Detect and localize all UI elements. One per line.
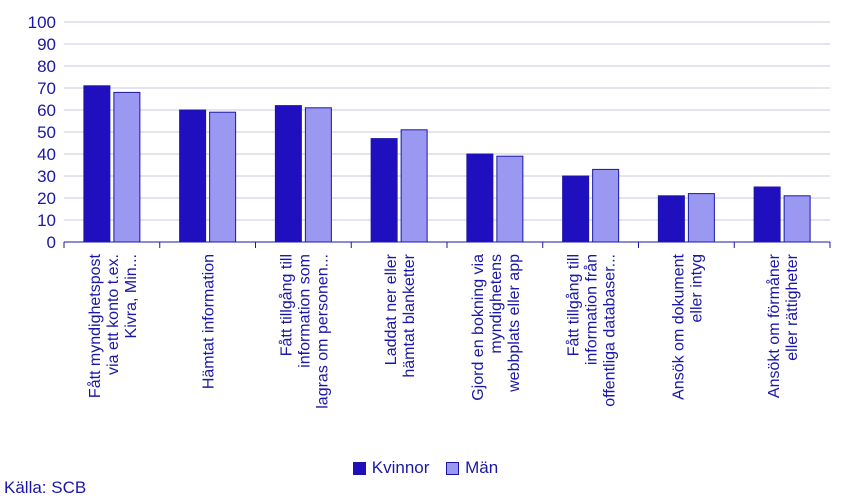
y-tick-label: 70 xyxy=(37,79,56,98)
category-label: Fått tillgång till xyxy=(565,254,583,356)
y-tick-label: 50 xyxy=(37,123,56,142)
legend: Kvinnor Män xyxy=(0,458,851,480)
bar-man xyxy=(592,168,620,243)
category-label: eller rättigheter xyxy=(784,253,801,360)
y-tick-label: 90 xyxy=(37,35,56,54)
legend-item-kvinnor: Kvinnor xyxy=(352,458,430,478)
y-tick-label: 20 xyxy=(37,189,56,208)
bar-kvinnor xyxy=(657,195,685,243)
y-tick-label: 10 xyxy=(37,211,56,230)
category-label: via ett konto t.ex. xyxy=(105,254,122,375)
legend-label-kvinnor: Kvinnor xyxy=(371,458,430,477)
category-label: information från xyxy=(583,254,601,365)
category-label: Ansökt om förmåner xyxy=(765,253,783,398)
y-tick-label: 30 xyxy=(37,167,56,186)
legend-label-man: Män xyxy=(465,458,499,477)
category-label: eller intyg xyxy=(688,254,705,322)
bar-man xyxy=(304,107,332,243)
y-tick-label: 40 xyxy=(37,145,56,164)
y-tick-label: 80 xyxy=(37,57,56,76)
category-label: Fått tillgång till xyxy=(277,254,295,356)
bar-kvinnor xyxy=(370,138,398,243)
category-label: information som xyxy=(296,254,313,368)
legend-swatch-man xyxy=(446,461,460,475)
category-label: Laddat ner eller xyxy=(383,253,400,365)
category-label: Kivra, Min... xyxy=(123,254,140,338)
category-label: Hämtat information xyxy=(201,254,218,389)
bar-kvinnor xyxy=(466,153,494,243)
bar-kvinnor xyxy=(753,186,781,243)
category-label: Gjord en bokning via xyxy=(470,254,487,401)
category-labels: Fått myndighetspost via ett konto t.ex. Ki… xyxy=(86,253,801,408)
bars xyxy=(83,85,811,243)
y-axis-ticks: 0 10 20 30 40 50 60 70 80 90 100 xyxy=(28,13,56,252)
bar-man xyxy=(496,155,524,243)
bar-man xyxy=(113,91,141,243)
bar-man xyxy=(209,111,237,243)
category-label: Fått myndighetspost xyxy=(86,253,104,398)
category-label: lagras om personen... xyxy=(314,254,331,409)
bar-man xyxy=(783,195,811,243)
bar-kvinnor xyxy=(179,109,207,243)
bar-man xyxy=(687,193,715,243)
category-label: webbplats eller app xyxy=(506,254,523,393)
category-label: hämtat blanketter xyxy=(401,253,418,377)
bar-kvinnor xyxy=(83,85,111,243)
legend-swatch-kvinnor xyxy=(352,461,366,475)
legend-item-man: Män xyxy=(446,458,498,478)
x-axis xyxy=(63,241,831,248)
source-note: Källa: SCB xyxy=(4,478,87,497)
category-label: myndighetens xyxy=(488,254,505,354)
y-tick-label: 0 xyxy=(47,233,56,252)
bar-kvinnor xyxy=(274,105,302,243)
gridlines xyxy=(64,21,830,243)
bar-kvinnor xyxy=(562,175,590,243)
bar-man xyxy=(400,129,428,243)
category-label: offentliga databaser... xyxy=(602,254,619,407)
y-tick-label: 100 xyxy=(28,13,56,32)
y-tick-label: 60 xyxy=(37,101,56,120)
category-label: Ansök om dokument xyxy=(670,253,687,399)
